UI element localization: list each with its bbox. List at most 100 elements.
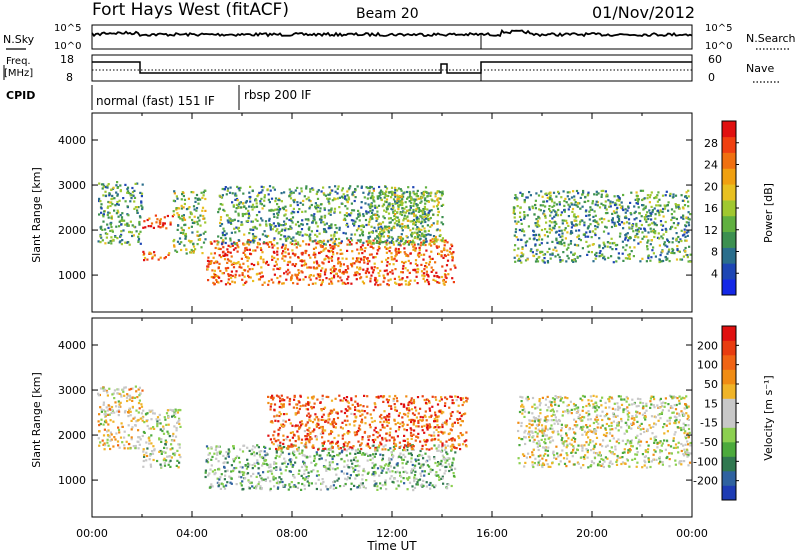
power-region-4 [206, 239, 457, 287]
freq-label: Freq. [6, 56, 31, 67]
power-ytick-label-0: 1000 [58, 269, 86, 282]
power-colorbar-step-5 [722, 200, 736, 217]
velocity-colorbar-tick-0: 200 [697, 339, 718, 352]
noise-panel-frame [91, 24, 693, 50]
velocity-colorbar-step-10 [722, 340, 736, 356]
power-ytick-label-2: 3000 [58, 179, 86, 192]
power-colorbar-step-10 [722, 121, 736, 138]
nave-tick-top: 60 [708, 53, 722, 66]
x-tick-label-1: 04:00 [176, 527, 208, 540]
velocity-region-2 [204, 444, 457, 492]
power-colorbar-tick-1: 24 [704, 159, 718, 172]
velocity-scatter [97, 385, 692, 492]
velocity-y-ticks: 1000 2000 3000 4000 [58, 318, 693, 517]
noise-trace [91, 28, 693, 38]
cpid-label: CPID [6, 89, 35, 102]
power-panel: 1000 2000 3000 4000 Slant Range [km] 28 24 20… [30, 112, 775, 313]
power-ytick-label-1: 2000 [58, 224, 86, 237]
velocity-ylabel: Slant Range [km] [30, 372, 43, 468]
power-scatter [97, 181, 692, 287]
velocity-colorbar-step-1 [722, 471, 736, 486]
power-colorbar-step-2 [722, 247, 736, 264]
power-region-0 [97, 181, 144, 246]
power-ytick-label-3: 4000 [58, 134, 86, 147]
nave-label: Nave [746, 62, 774, 75]
power-colorbar-step-7 [722, 168, 736, 185]
power-colorbar-tick-3: 16 [704, 202, 718, 215]
power-colorbar-step-3 [722, 231, 736, 248]
power-colorbar-step-0 [722, 279, 736, 296]
freq-panel: Freq. [MHz] 18 8 60 0 Nave [3, 53, 780, 84]
velocity-region-4 [517, 394, 692, 469]
noise-tick-top-left: 10^5 [54, 23, 81, 34]
velocity-colorbar-tick-7: -200 [693, 475, 718, 488]
velocity-region-3 [267, 394, 469, 451]
velocity-colorbar-tick-6: -100 [693, 455, 718, 468]
x-tick-label-4: 16:00 [476, 527, 508, 540]
power-region-7 [512, 189, 692, 264]
x-tick-label-0: 00:00 [76, 527, 108, 540]
noise-panel: N.Sky 10^5 10^0 10^5 10^0 N.Search [3, 23, 796, 52]
power-y-ticks: 1000 2000 3000 4000 [58, 113, 693, 312]
power-colorbar-step-6 [722, 184, 736, 201]
cpid-strip: CPID normal (fast) 151 IF rbsp 200 IF [6, 85, 311, 110]
power-colorbar-tick-0: 28 [704, 137, 718, 150]
power-ylabel: Slant Range [km] [30, 167, 43, 263]
velocity-colorbar-tick-2: 50 [704, 378, 718, 391]
cpid-mode-0: normal (fast) 151 IF [96, 94, 215, 108]
freq-tick-bottom: 8 [66, 71, 73, 84]
velocity-ytick-label-3: 4000 [58, 339, 86, 352]
noise-tick-bottom-left: 10^0 [54, 41, 81, 52]
x-tick-label-5: 20:00 [576, 527, 608, 540]
site-title: Fort Hays West (fitACF) [92, 0, 289, 20]
power-colorbar: 28 24 20 16 12 8 4 [704, 120, 739, 296]
velocity-colorbar-step-9 [722, 355, 736, 370]
power-region-2 [142, 250, 171, 262]
velocity-colorbar-tick-5: -50 [700, 436, 718, 449]
power-colorbar-step-1 [722, 263, 736, 280]
freq-panel-frame [91, 54, 693, 82]
velocity-colorbar-step-6 [722, 398, 736, 414]
power-panel-bg [92, 113, 692, 312]
power-colorbar-tick-4: 12 [704, 224, 718, 237]
velocity-region-1 [142, 408, 182, 469]
velocity-panel: 1000 2000 3000 4000 Slant Range [km] 200 100… [30, 317, 775, 518]
velocity-colorbar-tick-4: -15 [700, 417, 718, 430]
power-region-1 [142, 214, 174, 230]
velocity-colorbar-step-7 [722, 384, 736, 399]
velocity-colorbar-step-4 [722, 427, 736, 443]
velocity-colorbar-step-8 [722, 369, 736, 385]
cpid-mode-1: rbsp 200 IF [244, 88, 311, 102]
power-colorbar-tick-2: 20 [704, 180, 718, 193]
nsky-label: N.Sky [3, 33, 35, 46]
velocity-colorbar-tick-3: 15 [704, 397, 718, 410]
velocity-colorbar-step-5 [722, 413, 736, 428]
power-colorbar-tick-6: 4 [711, 267, 718, 280]
velocity-panel-bg [92, 318, 692, 517]
power-colorbar-step-4 [722, 215, 736, 233]
power-colorbar-step-9 [722, 136, 736, 153]
x-tick-label-2: 08:00 [276, 527, 308, 540]
velocity-colorbar-tick-1: 100 [697, 359, 718, 372]
x-tick-label-3: 12:00 [376, 527, 408, 540]
beam-label: Beam 20 [356, 6, 419, 22]
velocity-colorbar-step-0 [722, 485, 736, 501]
noise-tick-bottom-right: 10^0 [705, 41, 732, 52]
velocity-colorbar-step-2 [722, 456, 736, 472]
x-axis-label: Time UT [366, 539, 417, 553]
freq-tick-top: 18 [60, 53, 74, 66]
power-colorbar-label: Power [dB] [762, 183, 775, 243]
freq-unit-label: [MHz] [4, 68, 33, 79]
x-axis: 00:00 04:00 08:00 12:00 16:00 20:00 00:00 [76, 527, 708, 540]
velocity-region-0 [97, 385, 145, 451]
date-label: 01/Nov/2012 [592, 3, 695, 22]
freq-trace [92, 61, 692, 74]
power-region-6 [367, 189, 445, 246]
noise-tick-top-right: 10^5 [705, 23, 732, 34]
power-colorbar-tick-5: 8 [711, 246, 718, 259]
velocity-ytick-label-2: 3000 [58, 384, 86, 397]
velocity-colorbar: 200 100 50 15 -15 -50 -100 -200 [693, 325, 739, 501]
power-region-3 [172, 189, 207, 255]
x-tick-label-6: 00:00 [676, 527, 708, 540]
